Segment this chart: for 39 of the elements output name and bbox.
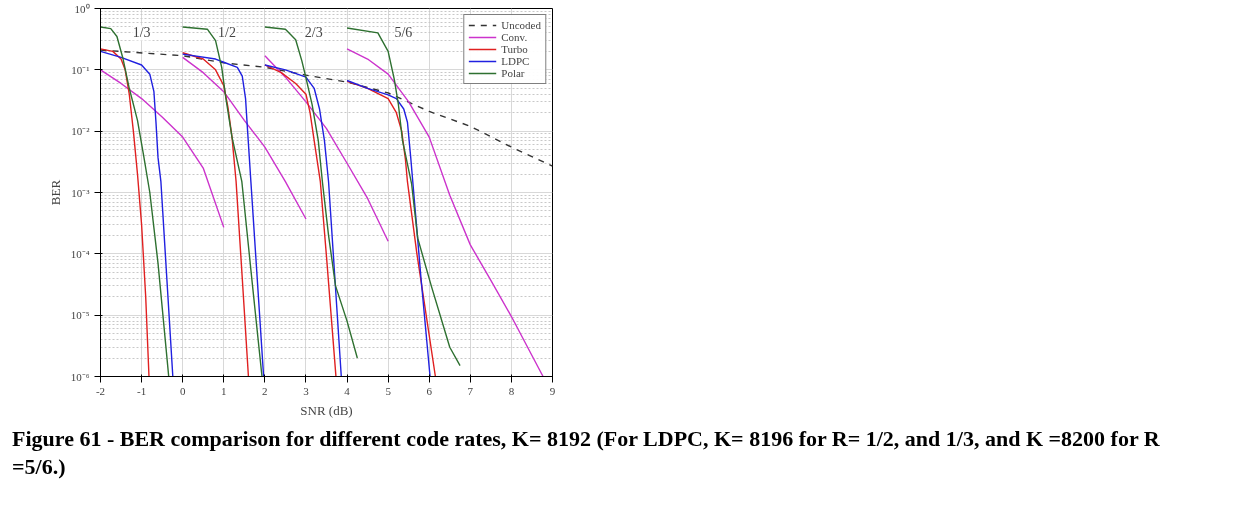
annotation: 1/3 — [132, 25, 151, 41]
y-tick-label: 10⁻⁶ — [70, 370, 90, 383]
line-series — [181, 52, 250, 377]
x-tick-label: 2 — [262, 384, 268, 397]
legend-label: Polar — [501, 67, 525, 79]
y-axis-title: BER — [47, 179, 63, 206]
caption: Figure 61 - BER comparison for different code rates, K= 8192 (For LDPC, K= 8196 for R= 1/2, and 1/3, and K =8200 for R =5/6.) — [12, 425, 1161, 480]
line-series — [181, 56, 307, 220]
line-series — [264, 26, 359, 359]
x-tick-label: 6 — [426, 384, 433, 397]
y-tick-label: 10⁻² — [71, 125, 91, 138]
y-tick-label: 10⁻³ — [71, 186, 91, 199]
line-series — [264, 55, 389, 243]
line-series — [346, 27, 461, 367]
annotation: 2/3 — [304, 25, 323, 41]
x-tick-label: 3 — [303, 384, 310, 397]
x-tick-label: 0 — [179, 384, 186, 397]
x-tick-label: 9 — [549, 384, 556, 397]
y-tick-label: 10⁻¹ — [71, 63, 90, 76]
y-tick-label: 10⁰ — [74, 2, 90, 15]
x-tick-label: 7 — [467, 384, 474, 397]
line-series — [346, 48, 544, 377]
legend-label: LDPC — [501, 55, 530, 67]
y-tick-label: 10⁻⁴ — [70, 247, 90, 260]
line-series — [100, 69, 225, 229]
legend-label: Conv. — [501, 31, 528, 43]
x-tick-label: -2 — [95, 384, 106, 397]
annotation: 1/2 — [218, 25, 237, 41]
legend-label: Uncoded — [501, 19, 541, 31]
x-tick-label: -1 — [137, 384, 147, 397]
x-axis-title: SNR (dB) — [300, 402, 353, 418]
x-tick-label: 8 — [508, 384, 515, 397]
line-series — [100, 48, 150, 377]
x-tick-label: 1 — [221, 384, 227, 397]
x-tick-label: 4 — [344, 384, 351, 397]
x-tick-label: 5 — [385, 384, 392, 397]
y-tick-label: 10⁻⁵ — [70, 309, 90, 322]
annotation: 5/6 — [394, 25, 413, 41]
legend-label: Turbo — [501, 43, 528, 55]
